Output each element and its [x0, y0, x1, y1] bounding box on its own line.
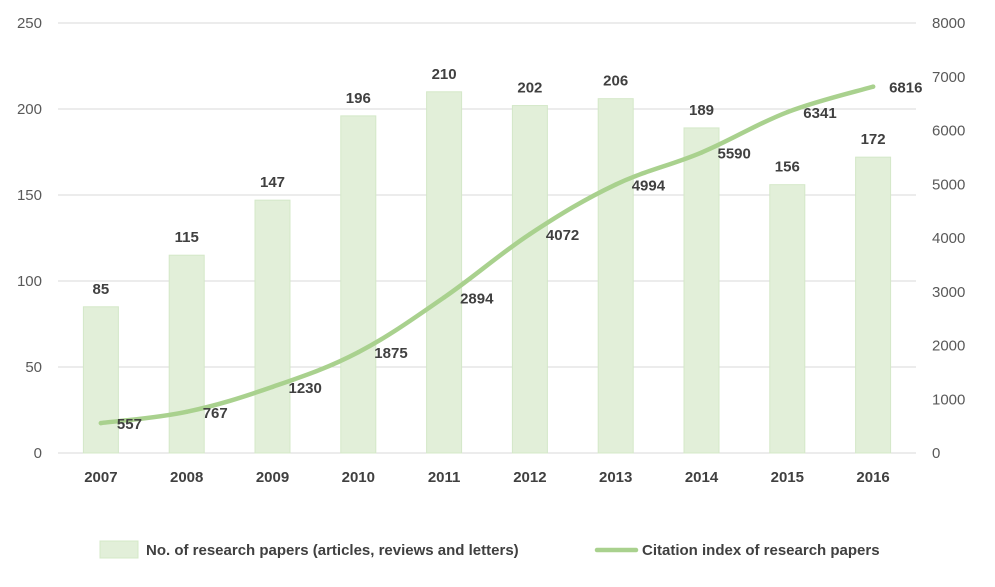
bar-series	[82, 91, 892, 454]
legend-swatch-bars	[99, 540, 139, 559]
bar-value-label: 202	[517, 80, 542, 97]
right-axis-tick-label: 8000	[932, 15, 965, 32]
line-series	[98, 84, 876, 426]
data-labels: 85 115 147 196 210 202 206 189 156 172 557 767 1230 1…	[93, 66, 923, 433]
x-axis-tick-label: 2014	[685, 469, 719, 486]
right-axis-tick-label: 5000	[932, 176, 965, 193]
right-axis-tick-label: 7000	[932, 69, 965, 86]
left-axis-tick-label: 250	[17, 15, 42, 32]
x-axis-tick-label: 2009	[256, 469, 289, 486]
left-axis-tick-label: 150	[17, 187, 42, 204]
bar-value-label: 189	[689, 102, 714, 119]
line-value-label: 4994	[632, 178, 666, 195]
line-value-label: 557	[117, 416, 142, 433]
bar	[168, 254, 205, 454]
x-axis-tick-label: 2008	[170, 469, 203, 486]
bar	[340, 115, 377, 454]
line-value-label: 6816	[889, 80, 922, 97]
x-axis-tick-label: 2013	[599, 469, 632, 486]
legend-label-line: Citation index of research papers	[642, 542, 880, 559]
x-axis-tick-label: 2007	[84, 469, 117, 486]
line-value-label: 767	[203, 405, 228, 422]
bar-value-label: 115	[175, 229, 199, 246]
legend: No. of research papers (articles, review…	[99, 540, 880, 559]
axes: 0 50 100 150 200 250 0 1000 2000 3000 4000 5000 6000…	[17, 15, 965, 486]
right-axis-tick-label: 2000	[932, 338, 965, 355]
x-axis-tick-label: 2015	[771, 469, 804, 486]
bar	[683, 127, 720, 454]
bar-value-label: 206	[603, 73, 628, 90]
bar-value-label: 196	[346, 90, 371, 107]
left-axis-tick-label: 50	[25, 359, 42, 376]
right-axis-tick-label: 1000	[932, 391, 965, 408]
right-axis-tick-label: 4000	[932, 230, 965, 247]
line-value-label: 2894	[460, 290, 494, 307]
bar	[254, 199, 291, 454]
line-point	[613, 182, 618, 187]
line-point	[356, 350, 361, 355]
x-axis-tick-label: 2012	[513, 469, 546, 486]
line-point	[184, 409, 189, 414]
bar-value-label: 172	[861, 131, 886, 148]
x-axis-tick-label: 2010	[342, 469, 375, 486]
bar	[855, 156, 892, 454]
line-point	[699, 150, 704, 155]
left-axis-tick-label: 200	[17, 101, 42, 118]
bar-value-label: 156	[775, 159, 800, 176]
bar	[511, 105, 548, 454]
right-axis-tick-label: 6000	[932, 123, 965, 140]
line-point	[441, 295, 447, 300]
line-value-label: 4072	[546, 227, 579, 244]
line-point	[527, 231, 533, 237]
line-value-label: 1230	[289, 380, 322, 397]
line-value-label: 1875	[374, 345, 407, 362]
right-axis-tick-label: 3000	[932, 284, 965, 301]
x-axis-tick-label: 2011	[428, 469, 461, 486]
line-point	[270, 384, 275, 390]
x-axis-tick-label: 2016	[856, 469, 889, 486]
right-axis-tick-label: 0	[932, 445, 940, 462]
line-point	[98, 420, 104, 426]
bar	[426, 91, 463, 454]
bar	[769, 184, 806, 454]
bar-value-label: 210	[432, 66, 457, 83]
line-value-label: 5590	[718, 146, 751, 163]
left-axis-tick-label: 100	[17, 273, 42, 290]
citation-line	[98, 84, 876, 426]
left-axis-tick-label: 0	[34, 445, 42, 462]
line-point	[870, 84, 876, 89]
bar-value-label: 147	[260, 174, 285, 191]
bar	[597, 98, 634, 454]
bar	[82, 306, 119, 454]
line-point	[785, 109, 790, 115]
bar-value-label: 85	[93, 281, 110, 298]
legend-label-bars: No. of research papers (articles, review…	[146, 542, 519, 559]
line-value-label: 6341	[803, 105, 836, 122]
